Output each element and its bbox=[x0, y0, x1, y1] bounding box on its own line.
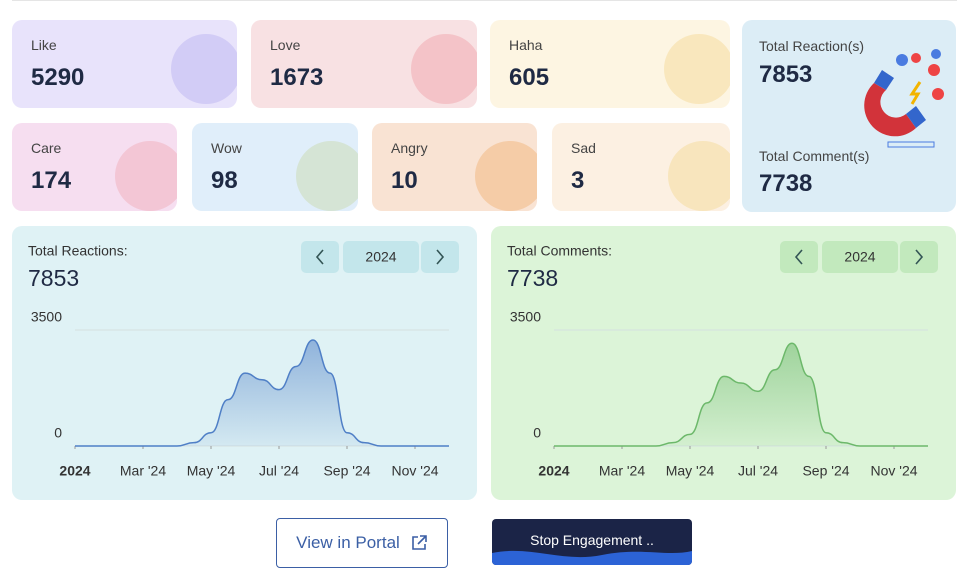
area bbox=[75, 339, 449, 446]
x-tick-label: Mar '24 bbox=[599, 463, 645, 479]
next-button[interactable] bbox=[900, 241, 938, 273]
x-tick-label: Jul '24 bbox=[738, 463, 778, 479]
comments-value: 7738 bbox=[759, 170, 813, 197]
reaction-value: 10 bbox=[391, 167, 418, 194]
reaction-card: Haha 605 bbox=[490, 20, 730, 108]
reaction-value: 3 bbox=[571, 167, 585, 194]
reaction-icon bbox=[411, 34, 477, 104]
prev-button[interactable] bbox=[780, 241, 818, 273]
reaction-label: Angry bbox=[391, 140, 428, 156]
x-tick-label: May '24 bbox=[187, 463, 236, 479]
next-button[interactable] bbox=[421, 241, 459, 273]
reaction-value: 1673 bbox=[270, 64, 324, 91]
x-tick-label: May '24 bbox=[666, 463, 715, 479]
area bbox=[554, 343, 928, 446]
reaction-value: 174 bbox=[31, 167, 72, 194]
line bbox=[554, 342, 928, 447]
line bbox=[75, 339, 449, 447]
y-tick-label: 0 bbox=[533, 425, 541, 441]
stop-engagement-button[interactable]: Stop Engagement .. bbox=[492, 519, 692, 565]
chart-total: 7738 bbox=[507, 265, 558, 291]
reaction-label: Sad bbox=[571, 140, 596, 156]
reaction-card: Love 1673 bbox=[251, 20, 477, 108]
reaction-icon bbox=[668, 141, 730, 211]
reaction-icon bbox=[171, 34, 237, 104]
x-tick-label: Sep '24 bbox=[802, 463, 849, 479]
reaction-value: 605 bbox=[509, 64, 550, 91]
wave bbox=[492, 550, 692, 565]
external-icon bbox=[412, 535, 427, 550]
year-label: 2024 bbox=[844, 249, 875, 265]
reaction-label: Haha bbox=[509, 37, 543, 53]
x-tick-label: 2024 bbox=[538, 463, 569, 479]
stop-engagement-label: Stop Engagement .. bbox=[530, 532, 654, 548]
x-tick-label: Nov '24 bbox=[391, 463, 438, 479]
year-box bbox=[343, 241, 419, 273]
x-tick-label: Mar '24 bbox=[120, 463, 166, 479]
reaction-icon bbox=[296, 141, 358, 211]
chart-total: 7853 bbox=[28, 265, 79, 291]
reactions-value: 7853 bbox=[759, 61, 813, 88]
reaction-card: Angry 10 bbox=[372, 123, 537, 211]
reaction-icon bbox=[664, 34, 730, 104]
x-tick-label: Jul '24 bbox=[259, 463, 299, 479]
x-tick-label: Nov '24 bbox=[870, 463, 917, 479]
prev-icon bbox=[794, 249, 803, 265]
reactions-label: Total Reaction(s) bbox=[759, 38, 865, 54]
chart-title: Total Comments: bbox=[507, 243, 612, 259]
reaction-value: 5290 bbox=[31, 64, 85, 91]
summary-card: Total Reaction(s) 7853 Total Comment(s) … bbox=[742, 20, 956, 212]
divider bbox=[12, 0, 957, 1]
y-tick-label: 0 bbox=[54, 425, 62, 441]
x-tick-label: Sep '24 bbox=[323, 463, 370, 479]
reaction-card: Sad 3 bbox=[552, 123, 730, 211]
comments-panel: Total Comments: 7738 2024 0 3500 2024 Mar '24 M… bbox=[491, 226, 956, 500]
reaction-icon bbox=[115, 141, 177, 211]
reaction-label: Wow bbox=[211, 140, 242, 156]
year-label: 2024 bbox=[365, 249, 396, 265]
x-tick-label: 2024 bbox=[59, 463, 90, 479]
view-portal-button[interactable]: View in Portal bbox=[276, 518, 448, 568]
prev-icon bbox=[315, 249, 324, 265]
y-tick-label: 3500 bbox=[31, 309, 62, 325]
reaction-card: Like 5290 bbox=[12, 20, 237, 108]
reaction-value: 98 bbox=[211, 167, 238, 194]
reaction-icon bbox=[475, 141, 537, 211]
reactions-panel: Total Reactions: 7853 2024 0 3500 2024 Mar '24… bbox=[12, 226, 477, 500]
reaction-card: Wow 98 bbox=[192, 123, 358, 211]
reaction-label: Care bbox=[31, 140, 62, 156]
prev-button[interactable] bbox=[301, 241, 339, 273]
reactions-chart: Total Reactions: 7853 2024 0 3500 2024 Mar '24… bbox=[28, 241, 459, 479]
magnet-icon bbox=[864, 49, 944, 148]
comments-chart: Total Comments: 7738 2024 0 3500 2024 Mar '24 M… bbox=[507, 241, 938, 479]
reaction-label: Love bbox=[270, 37, 301, 53]
comments-label: Total Comment(s) bbox=[759, 148, 870, 164]
next-icon bbox=[915, 249, 924, 265]
reaction-card: Care 174 bbox=[12, 123, 177, 211]
year-box bbox=[822, 241, 898, 273]
view-portal-label: View in Portal bbox=[296, 533, 400, 552]
reaction-label: Like bbox=[31, 37, 57, 53]
next-icon bbox=[436, 249, 445, 265]
chart-title: Total Reactions: bbox=[28, 243, 128, 259]
y-tick-label: 3500 bbox=[510, 309, 541, 325]
